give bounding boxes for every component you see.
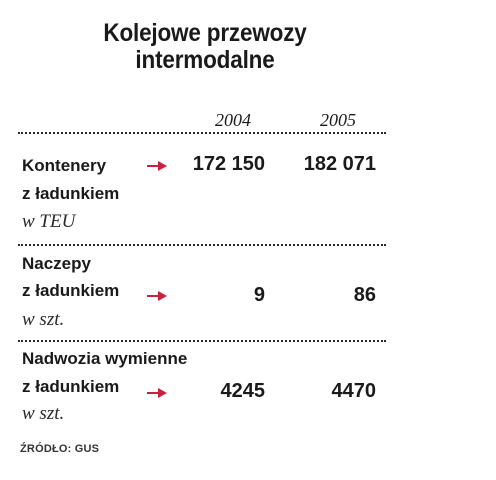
source-note: ŹRÓDŁO: GUS [20, 443, 100, 455]
divider-row-2 [18, 340, 386, 342]
row-1-label-line-2: z ładunkiem [22, 184, 120, 203]
chart-title-line-2: intermodalne [135, 46, 275, 74]
column-header-2004: 2004 [215, 110, 251, 130]
row-2-value-2005: 86 [353, 284, 376, 306]
arrow-shape [147, 388, 167, 398]
divider-header [18, 132, 386, 134]
row-1-unit: w TEU [22, 211, 76, 232]
row-3-unit: w szt. [22, 403, 65, 424]
row-1-value-2004: 172 150 [192, 153, 265, 175]
row-3-label-line-2: z ładunkiem [22, 377, 120, 396]
row-3-value-2005: 4470 [331, 380, 377, 402]
row-3-label-line-1: Nadwozia wymienne [22, 349, 188, 368]
row-2-label-line-1: Naczepy [22, 254, 91, 273]
row-3-value-2004: 4245 [220, 380, 266, 402]
row-2-value-2004: 9 [253, 284, 265, 306]
row-1-arrow-icon [147, 161, 167, 171]
row-2-label-line-2: z ładunkiem [22, 281, 120, 300]
row-1-value-2005: 182 071 [303, 153, 376, 175]
column-header-2005: 2005 [320, 110, 356, 130]
chart-title-line-1: Kolejowe przewozy [103, 19, 307, 47]
divider-row-1 [18, 244, 386, 246]
row-2-arrow-icon [147, 291, 167, 301]
arrow-shape [147, 161, 167, 171]
row-1-label-line-1: Kontenery [22, 156, 107, 175]
row-2-unit: w szt. [22, 309, 65, 330]
row-3-arrow-icon [147, 388, 167, 398]
arrow-shape [147, 291, 167, 301]
